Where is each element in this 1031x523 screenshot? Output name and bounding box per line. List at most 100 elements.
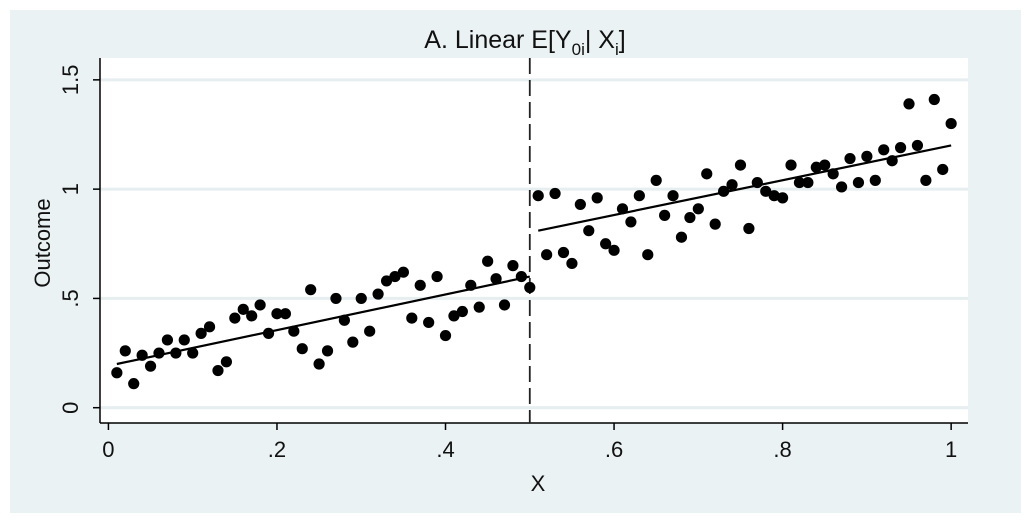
data-point [465,279,477,291]
data-point [861,150,873,162]
data-point [642,249,654,261]
data-point [583,225,595,237]
title-subscript-2: i [615,40,619,59]
data-point [541,249,553,261]
data-point [439,329,452,342]
data-point [482,255,494,267]
data-point [237,303,249,315]
data-point [701,168,713,180]
y-tick-label: .5 [58,289,83,307]
data-point [456,305,468,318]
data-point [288,325,300,337]
data-point [161,334,174,346]
data-point [178,334,190,346]
data-point [566,257,578,270]
y-tick-label: 0 [58,402,83,414]
data-point [945,117,957,130]
plot-area [100,58,968,423]
fit-line-left [116,275,531,366]
data-point [777,192,789,204]
data-point [136,349,148,361]
data-point [667,190,679,202]
data-point [507,260,519,272]
title-main: A. Linear E[Y [424,26,572,54]
x-tick-label: .4 [436,437,454,462]
x-tick-label: 1 [945,437,957,462]
data-point [431,270,443,283]
data-point [810,161,822,173]
data-point [591,192,603,204]
data-point [852,176,865,189]
data-point [793,176,806,189]
x-tick-label: 0 [102,437,114,462]
x-tick-label: .8 [773,437,791,462]
data-point [355,292,367,305]
data-point [330,292,342,305]
data-point [625,216,637,228]
data-point [372,288,384,300]
data-point [549,187,561,200]
data-point [911,139,924,152]
data-point [515,270,527,283]
data-point [128,378,140,390]
chart-title: A. Linear E[Y0i| Xi] [424,26,625,59]
data-point [262,327,275,339]
data-point [675,231,688,243]
data-point [473,301,485,313]
title-end: ] [619,26,626,54]
data-points [111,93,957,390]
data-point [878,144,890,156]
data-point [760,185,772,197]
data-point [835,181,848,193]
data-point [279,308,291,320]
data-point [894,142,907,154]
data-point [144,360,157,372]
data-point [726,179,738,191]
data-point [448,310,460,322]
y-tick-label: 1 [58,183,83,195]
x-axis-label: X [531,471,546,496]
data-point [414,279,426,291]
data-point [313,358,325,370]
data-point [827,168,839,180]
data-point [246,310,258,322]
data-point [557,246,570,259]
data-point [187,347,199,359]
data-point [903,98,915,110]
data-point [389,270,401,283]
data-point [937,163,949,176]
data-point [397,266,409,278]
data-point [659,209,671,221]
y-axis-label: Outcome [30,198,55,287]
data-point [364,325,376,337]
data-point [153,347,165,359]
data-point [734,159,747,171]
title-subscript: 0i [572,40,585,59]
data-point [195,327,207,339]
data-point [844,152,856,165]
data-point [785,159,797,171]
data-point [684,211,696,224]
data-point [600,238,612,250]
data-point [650,174,662,186]
data-point [305,284,317,296]
data-point [928,93,940,106]
data-point [338,314,350,326]
axes [93,58,968,430]
data-point [296,343,308,355]
data-point [633,190,645,202]
grid-lines [100,78,968,410]
data-point [212,364,224,377]
y-tick-label: 1.5 [58,65,83,96]
data-point [111,367,123,379]
data-point [718,185,730,197]
data-point [254,299,266,311]
tick-labels: 0 .5 1 1.5 0 .2 .4 .6 .8 1 [58,65,957,462]
data-point [170,347,182,359]
data-point [347,336,359,348]
data-point [802,176,814,189]
data-point [321,345,334,357]
data-point [608,244,620,256]
